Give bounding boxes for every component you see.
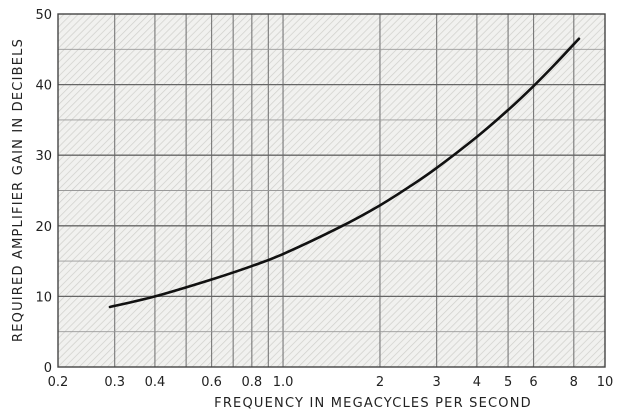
x-tick-label: 4 (473, 375, 481, 390)
y-tick-label: 0 (44, 361, 52, 376)
series-line (108, 37, 581, 309)
x-tick-label: 10 (597, 375, 614, 390)
x-tick-label: 0.4 (145, 375, 166, 390)
x-tick-label: 3 (433, 375, 441, 390)
x-tick-label: 0.3 (104, 375, 125, 390)
y-tick-label: 40 (35, 79, 52, 94)
y-tick-label: 10 (35, 290, 52, 305)
y-axis-title: REQUIRED AMPLIFIER GAIN IN DECIBELS (11, 38, 26, 342)
x-tick-label: 0.6 (201, 375, 222, 390)
x-tick-label: 8 (570, 375, 578, 390)
y-tick-label: 30 (35, 149, 52, 164)
y-tick-label: 20 (35, 220, 52, 235)
grid (58, 14, 605, 367)
x-tick-label: 1.0 (273, 375, 294, 390)
x-tick-label: 5 (504, 375, 512, 390)
tick-labels: 0.2 0.3 0.4 0.6 0.8 1.0 2 3 4 5 6 8 10 0 10 20 30 40 50 (35, 8, 613, 390)
y-tick-label: 50 (35, 8, 52, 23)
x-tick-label: 0.2 (48, 375, 69, 390)
x-tick-label: 6 (529, 375, 537, 390)
x-tick-label: 0.8 (241, 375, 262, 390)
plot-frame (57, 13, 606, 368)
x-tick-label: 2 (376, 375, 384, 390)
data-layer (108, 37, 581, 309)
x-axis-title: FREQUENCY IN MEGACYCLES PER SECOND (214, 396, 532, 411)
